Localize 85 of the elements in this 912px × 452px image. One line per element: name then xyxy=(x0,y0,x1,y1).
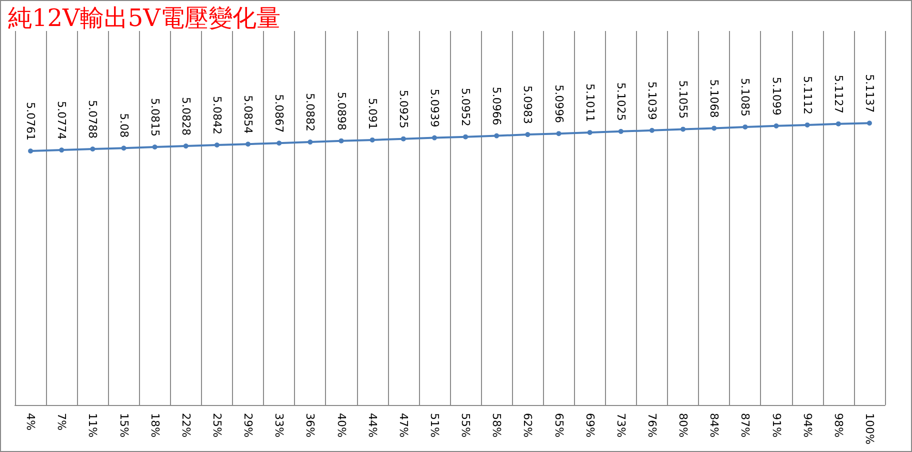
x-tick-label: 98% xyxy=(832,413,845,438)
point xyxy=(432,135,437,140)
data-label: 5.0939 xyxy=(428,88,441,128)
chart-title: 純12V輸出5V電壓變化量 xyxy=(8,4,280,32)
data-label: 5.0983 xyxy=(521,86,534,124)
x-tick-label: 33% xyxy=(272,413,286,438)
data-label: 5.1011 xyxy=(583,83,596,122)
x-tick-label: 62% xyxy=(521,413,534,438)
data-label: 5.0925 xyxy=(396,90,410,128)
x-tick-label: 40% xyxy=(334,413,348,438)
point xyxy=(774,123,779,128)
x-tick-label: 80% xyxy=(676,413,690,438)
point xyxy=(370,137,375,142)
x-tick-label: 84% xyxy=(708,413,721,438)
data-label: 5.1039 xyxy=(645,81,658,120)
data-label: 5.1099 xyxy=(770,76,783,116)
x-tick-label: 55% xyxy=(459,413,472,438)
data-label: 5.08 xyxy=(117,113,130,138)
point xyxy=(276,140,282,146)
data-label: 5.0867 xyxy=(272,94,286,133)
data-label: 5.0774 xyxy=(55,101,68,140)
point xyxy=(59,148,64,153)
x-tick-label: 94% xyxy=(800,413,814,438)
x-tick-label: 91% xyxy=(770,413,783,438)
point xyxy=(556,131,562,136)
data-label: 5.1112 xyxy=(800,76,814,114)
data-label: 5.0788 xyxy=(86,100,100,139)
x-tick-label: 47% xyxy=(396,413,410,438)
data-label: 5.091 xyxy=(366,98,379,130)
x-tick-label: 25% xyxy=(210,413,224,438)
x-tick-label: 29% xyxy=(242,413,255,438)
data-label: 5.0966 xyxy=(490,86,504,126)
data-label: 5.1068 xyxy=(708,79,721,118)
point xyxy=(836,121,841,126)
x-tick-label: 87% xyxy=(738,413,752,438)
x-tick-label: 4% xyxy=(24,413,38,430)
data-label: 5.0996 xyxy=(552,84,566,124)
x-tick-label: 100% xyxy=(862,413,876,444)
point xyxy=(587,130,592,135)
x-tick-label: 73% xyxy=(614,413,628,438)
point xyxy=(866,120,872,126)
data-label: 5.1137 xyxy=(862,74,876,113)
x-tick-label: 44% xyxy=(366,413,379,438)
point xyxy=(214,142,220,148)
x-tick-label: 58% xyxy=(490,413,504,438)
point xyxy=(28,148,34,154)
point xyxy=(712,126,717,131)
x-tick-label: 15% xyxy=(117,413,130,438)
point xyxy=(121,146,126,151)
x-tick-label: 7% xyxy=(55,413,68,430)
point xyxy=(494,133,500,138)
x-tick-label: 36% xyxy=(304,413,317,438)
data-label: 5.1085 xyxy=(738,78,752,116)
data-label: 5.1055 xyxy=(676,80,690,119)
point xyxy=(400,136,406,142)
x-tick-label: 76% xyxy=(645,413,658,438)
x-tick-label: 51% xyxy=(428,413,441,438)
point xyxy=(804,122,810,128)
point xyxy=(742,124,748,130)
point xyxy=(680,126,686,132)
point xyxy=(152,144,158,150)
data-label: 5.1025 xyxy=(614,82,628,121)
data-label: 5.0842 xyxy=(210,96,224,134)
point xyxy=(649,128,654,133)
data-label: 5.0854 xyxy=(242,95,255,134)
x-tick-label: 65% xyxy=(552,413,566,438)
point xyxy=(90,146,96,152)
data-label: 5.0815 xyxy=(148,98,162,137)
data-label: 5.1127 xyxy=(832,74,845,114)
point xyxy=(463,134,468,140)
x-tick-label: 11% xyxy=(86,413,100,438)
x-tick-label: 18% xyxy=(148,413,162,438)
x-tick-label: 69% xyxy=(583,413,596,438)
point xyxy=(308,140,313,145)
point xyxy=(618,128,624,134)
data-label: 5.0828 xyxy=(179,97,192,136)
data-label: 5.0898 xyxy=(334,92,348,130)
point xyxy=(183,144,188,149)
data-label: 5.0952 xyxy=(459,88,472,126)
point xyxy=(338,138,344,144)
data-label: 5.0882 xyxy=(304,93,317,132)
point xyxy=(525,132,530,138)
point xyxy=(246,142,251,147)
data-label: 5.0761 xyxy=(24,102,38,141)
x-tick-label: 22% xyxy=(179,413,192,438)
